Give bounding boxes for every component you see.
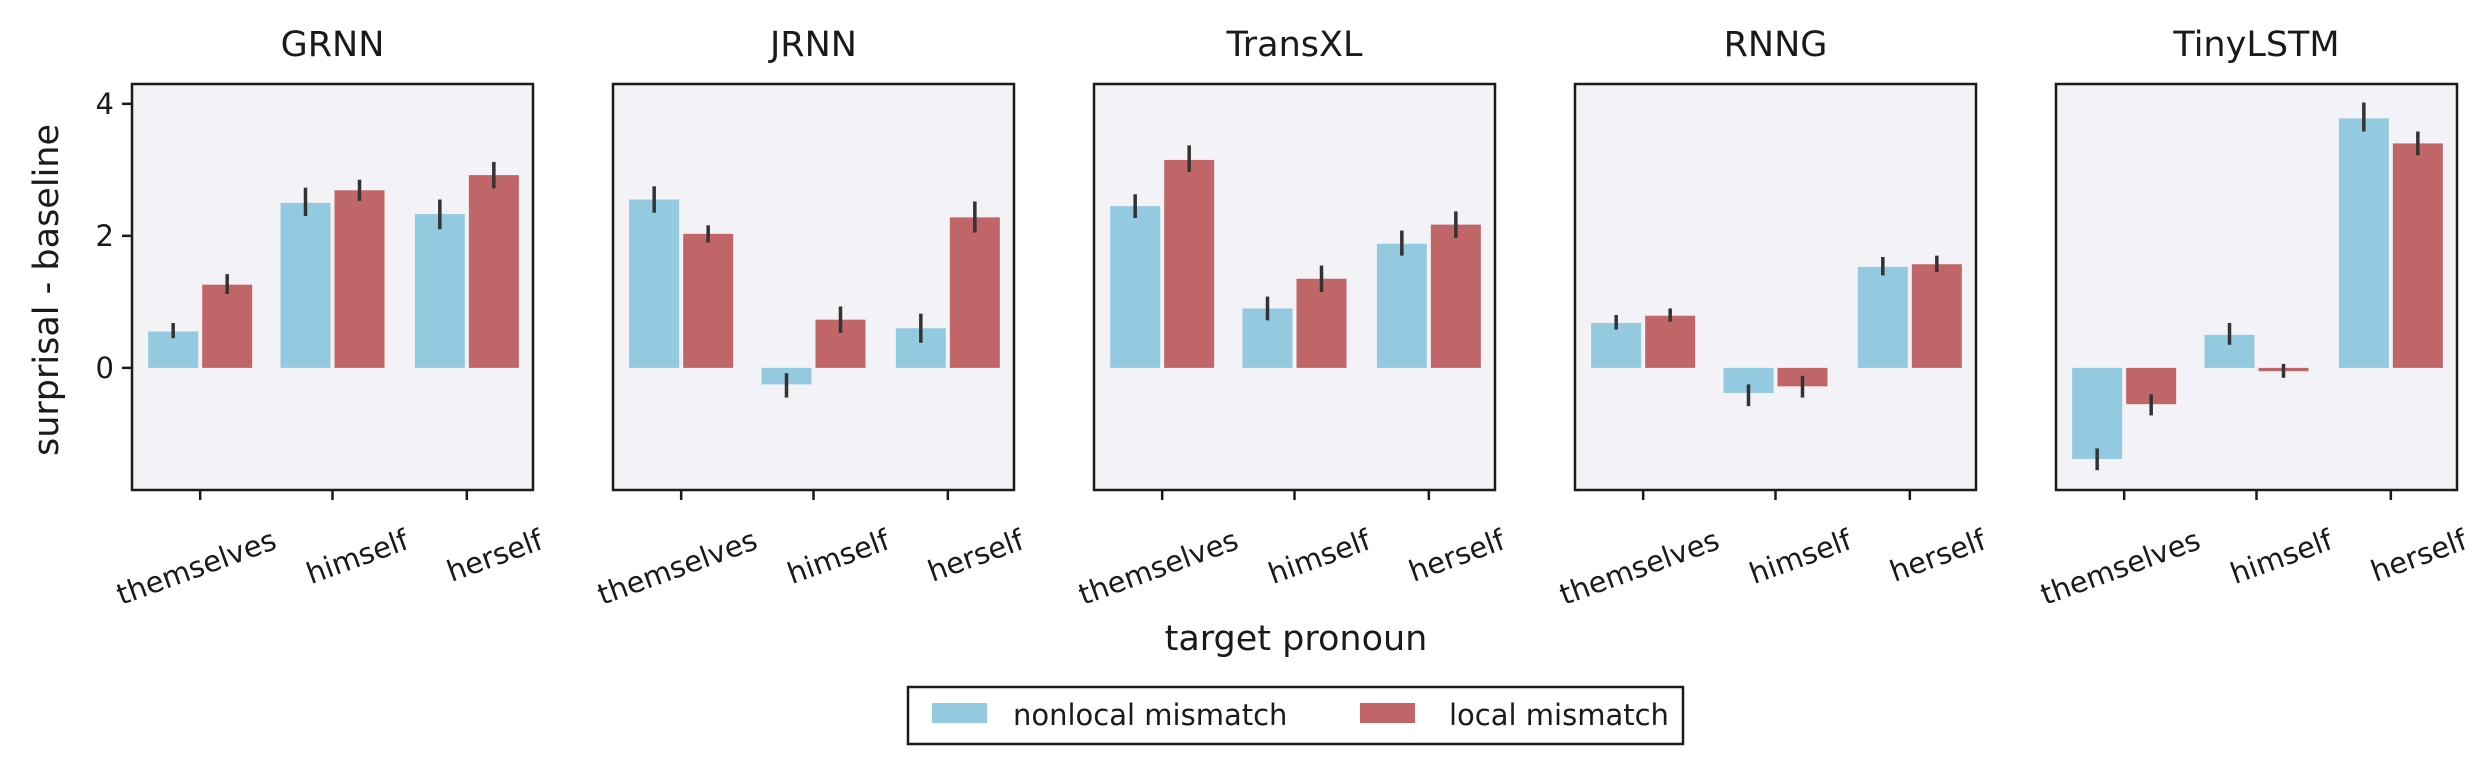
- bar-herself-local: [1430, 224, 1481, 368]
- panel-background: [132, 84, 533, 490]
- legend-label-nonlocal: nonlocal mismatch: [1013, 698, 1287, 732]
- bar-themselves-local: [202, 284, 253, 368]
- panel-title: RNNG: [1724, 25, 1828, 65]
- bar-herself-nonlocal: [414, 214, 465, 368]
- x-tick-label: herself: [1885, 522, 1991, 588]
- legend-swatch-nonlocal: [932, 703, 987, 723]
- panel-rnng: RNNG themselves himself herself: [1555, 25, 1991, 612]
- panel-title: JRNN: [768, 25, 857, 65]
- x-tick-label: himself: [783, 522, 895, 590]
- y-tick-label: 2: [96, 219, 114, 253]
- panel-frame: [130, 82, 535, 492]
- panel-grnn: GRNN themselves himself herself 0 2 4: [96, 25, 548, 612]
- bar-himself-local: [1296, 278, 1347, 368]
- bar-himself-local: [334, 190, 385, 368]
- panel-background: [613, 84, 1014, 490]
- x-tick-label: themselves: [1555, 523, 1724, 612]
- x-tick-label: herself: [442, 522, 548, 588]
- panel-title: TinyLSTM: [2172, 25, 2339, 65]
- bar-herself-nonlocal: [2338, 118, 2389, 368]
- x-tick-label: himself: [302, 522, 414, 590]
- x-tick-label: herself: [923, 522, 1029, 588]
- legend-label-local: local mismatch: [1449, 698, 1669, 732]
- y-tick-label: 4: [96, 87, 114, 121]
- panel-title: GRNN: [281, 25, 385, 65]
- x-tick-label: himself: [2226, 522, 2338, 590]
- x-tick-label: themselves: [1074, 523, 1243, 612]
- x-tick-label: himself: [1264, 522, 1376, 590]
- panel-frame: [2054, 82, 2459, 492]
- x-tick-label: themselves: [2036, 523, 2205, 612]
- bar-herself-local: [1911, 264, 1962, 368]
- chart-panels: GRNN themselves himself herself 0 2 4 JRNN thems…: [96, 25, 2472, 612]
- bar-themselves-local: [683, 233, 734, 368]
- legend-frame: [906, 685, 1685, 746]
- x-tick-label: herself: [1404, 522, 1510, 588]
- legend: nonlocal mismatch local mismatch: [906, 685, 1685, 746]
- bar-herself-local: [949, 217, 1000, 368]
- bar-herself-nonlocal: [1376, 243, 1427, 368]
- panel-frame: [1092, 82, 1497, 492]
- bar-themselves-nonlocal: [629, 199, 680, 368]
- bar-herself-nonlocal: [1857, 266, 1908, 368]
- bar-themselves-local: [1645, 315, 1696, 368]
- bar-themselves-nonlocal: [1110, 206, 1161, 368]
- bar-themselves-local: [1164, 159, 1215, 368]
- bar-herself-local: [2392, 143, 2443, 368]
- panel-tinylstm: TinyLSTM themselves himself herself: [2036, 25, 2472, 612]
- x-tick-label: herself: [2366, 522, 2472, 588]
- panel-frame: [611, 82, 1016, 492]
- panel-transxl: TransXL themselves himself herself: [1074, 25, 1510, 612]
- y-tick-label: 0: [96, 351, 114, 385]
- legend-swatch-local: [1360, 703, 1415, 723]
- panel-background: [1575, 84, 1976, 490]
- panel-jrnn: JRNN themselves himself herself: [593, 25, 1029, 612]
- panel-background: [1094, 84, 1495, 490]
- x-tick-label: himself: [1745, 522, 1857, 590]
- panel-frame: [1573, 82, 1978, 492]
- y-axis-label: surprisal - baseline: [27, 124, 67, 456]
- bar-themselves-nonlocal: [1591, 322, 1642, 368]
- x-tick-label: themselves: [112, 523, 281, 612]
- bar-themselves-nonlocal: [2072, 367, 2123, 459]
- panel-background: [2056, 84, 2457, 490]
- panel-title: TransXL: [1226, 25, 1363, 65]
- bar-himself-nonlocal: [280, 202, 331, 368]
- x-tick-label: themselves: [593, 523, 762, 612]
- x-axis-label: target pronoun: [1165, 619, 1428, 659]
- bar-herself-local: [468, 175, 519, 368]
